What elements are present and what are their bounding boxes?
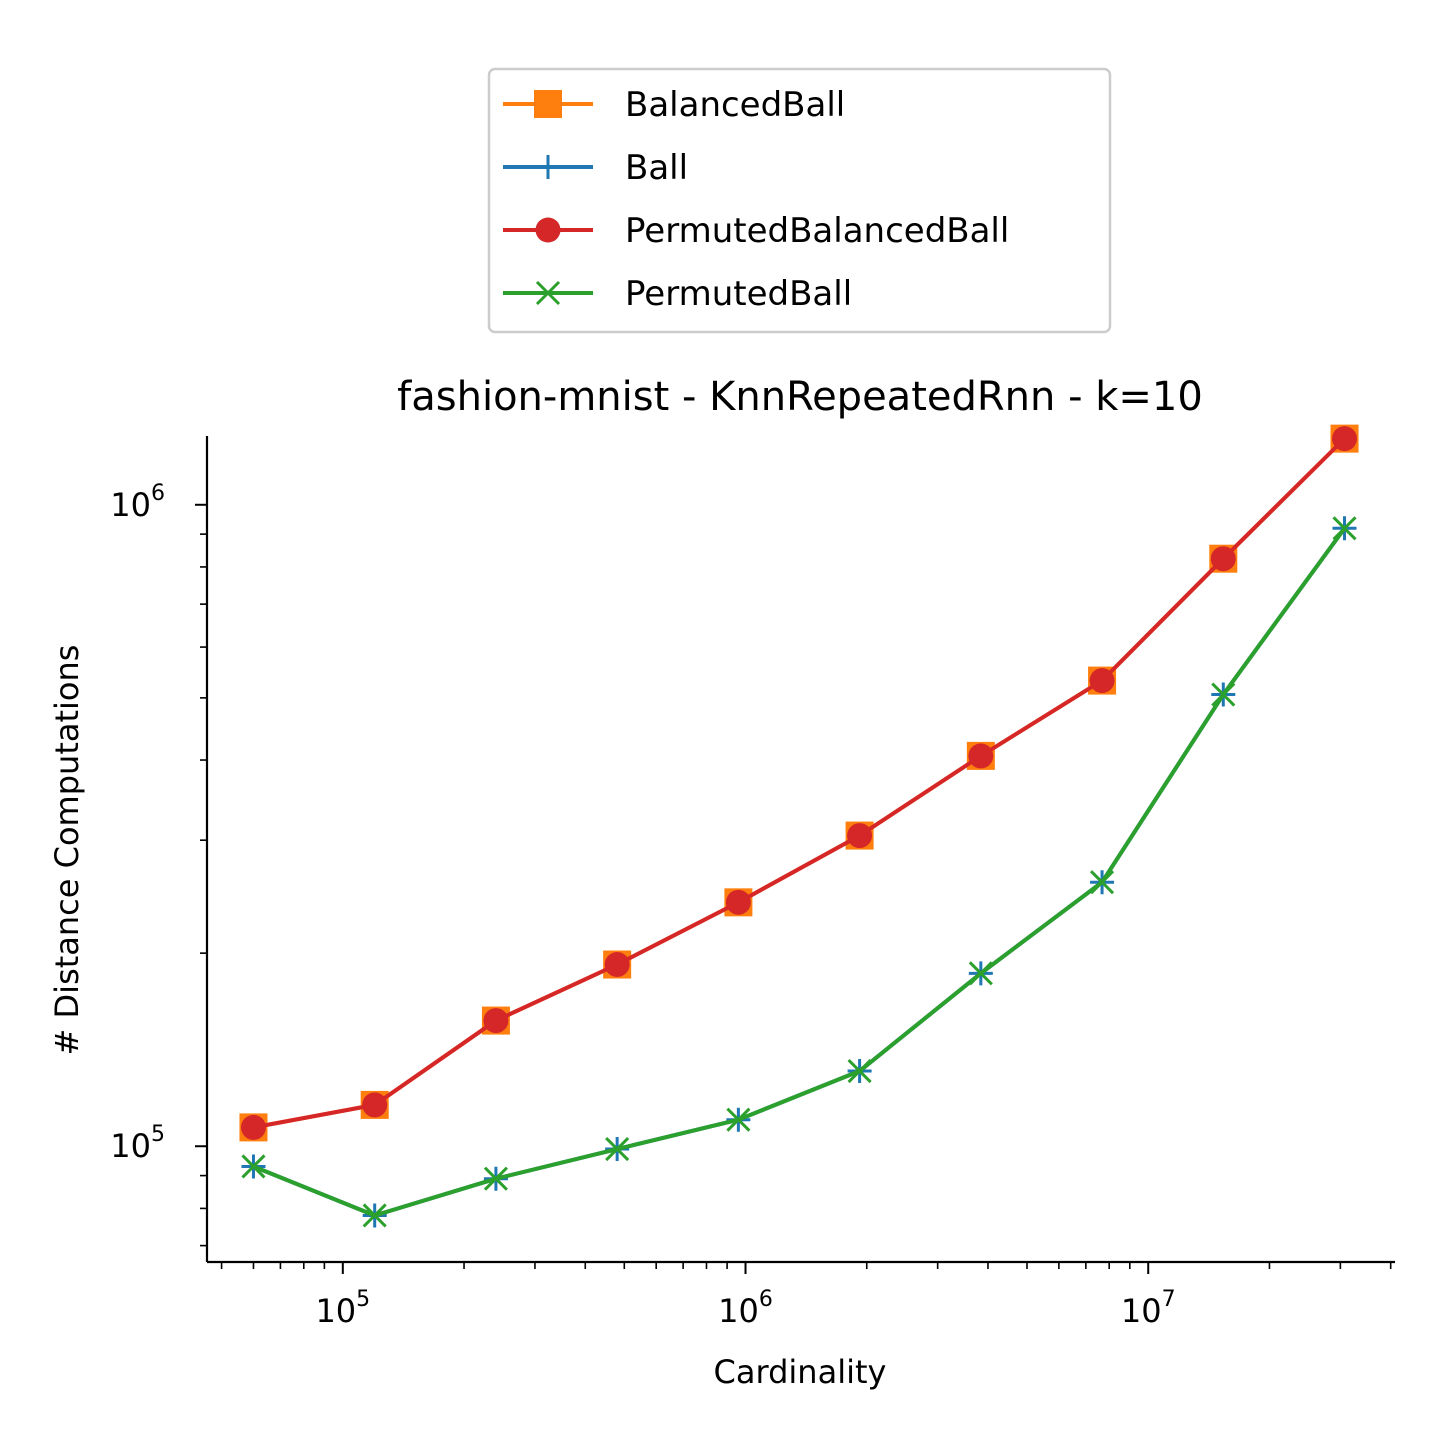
x-tick-label: 107	[1121, 1287, 1176, 1330]
marker-plus	[536, 155, 560, 179]
marker-x	[1332, 516, 1357, 541]
legend-box	[487, 67, 1112, 334]
x-tick-exponent: 5	[356, 1287, 370, 1312]
x-tick-exponent: 7	[1162, 1287, 1176, 1312]
marker-circle	[483, 1008, 509, 1034]
marker-x	[847, 1058, 872, 1084]
series-line	[253, 437, 1346, 1130]
marker-x	[241, 1154, 266, 1179]
marker-x	[483, 1166, 508, 1191]
series-line	[252, 527, 1347, 1218]
marker-circle	[1210, 546, 1236, 572]
marker-x	[605, 1136, 630, 1162]
marker-circle	[604, 952, 630, 978]
marker-circle	[240, 1114, 266, 1140]
marker-x	[1089, 870, 1115, 895]
marker-circle	[1089, 668, 1115, 694]
legend-label: Ball	[625, 148, 688, 188]
legend-entry: PermutedBalancedBall	[503, 211, 1009, 251]
legend: BalancedBall Ball PermutedBalancedBall Perm…	[487, 67, 1112, 334]
x-tick-label: 106	[718, 1287, 773, 1330]
legend-entry: Ball	[503, 148, 688, 188]
series-ball	[241, 516, 1357, 1228]
marker-x	[362, 1203, 387, 1228]
axes	[195, 436, 1395, 1274]
legend-label: PermutedBall	[625, 274, 852, 314]
y-tick-exponent: 6	[151, 481, 165, 506]
x-tick-exponent: 6	[759, 1287, 773, 1312]
series-balancedball	[239, 424, 1359, 1142]
plot-area	[239, 424, 1359, 1228]
tick-labels: 105 106 107 105 106	[110, 481, 1175, 1330]
chart-title: fashion-mnist - KnnRepeatedRnn - k=10	[397, 374, 1203, 420]
marker-circle	[968, 743, 994, 769]
series-line	[253, 437, 1346, 1130]
legend-entry: BalancedBall	[503, 85, 845, 125]
x-tick-label: 105	[315, 1287, 370, 1330]
y-axis-label: # Distance Computations	[48, 645, 86, 1056]
series-permutedbalancedball	[240, 426, 1358, 1140]
marker-x	[968, 961, 993, 986]
x-axis-label: Cardinality	[714, 1353, 887, 1391]
y-tick-label: 106	[110, 481, 165, 524]
legend-label: BalancedBall	[625, 85, 845, 125]
marker-x	[535, 280, 561, 306]
marker-circle	[847, 823, 873, 849]
marker-circle	[362, 1092, 388, 1118]
series-line	[252, 527, 1347, 1218]
y-tick-exponent: 5	[151, 1122, 165, 1147]
y-tick-label: 105	[110, 1122, 165, 1165]
marker-x	[726, 1107, 751, 1132]
marker-x	[1211, 682, 1236, 707]
legend-entry: PermutedBall	[503, 274, 852, 314]
series-permutedball	[241, 516, 1357, 1228]
marker-circle	[725, 889, 751, 915]
legend-label: PermutedBalancedBall	[625, 211, 1009, 251]
marker-circle	[1332, 426, 1358, 452]
marker-square	[534, 90, 562, 118]
marker-circle	[535, 217, 561, 243]
